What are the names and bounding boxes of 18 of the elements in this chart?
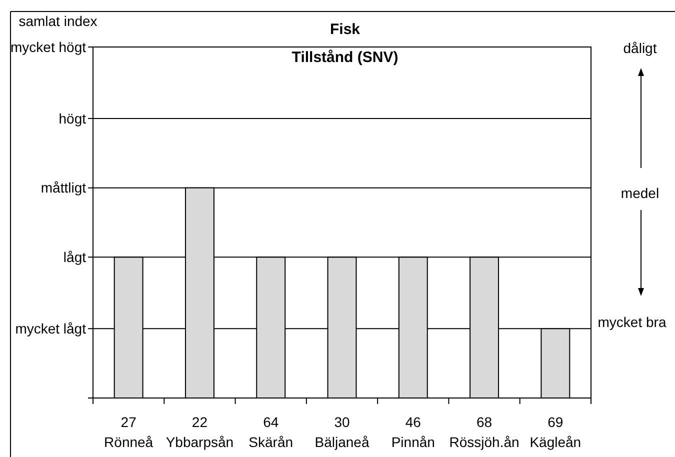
chart-subtitle: Tillstånd (SNV) [292,49,398,66]
x-tick-label: 46 Pinnån [391,414,435,450]
ref-line-label: mycket högt [10,38,86,55]
ref-line-label: måttligt [40,180,86,196]
ref-line-label: lågt [63,249,86,266]
x-tick-label: 64 Skärån [248,414,294,450]
ref-line-label: mycket lågt [15,320,86,337]
text: dåligt [623,40,657,56]
text: samlat index [18,12,98,29]
chart-title: Fisk [330,21,361,38]
x-tick-label: 30 Bäljaneå [314,414,370,450]
text: medel [620,184,660,201]
x-tick-label: 68 Rössjöh.ån [449,414,520,450]
ref-line-label: högt [58,110,86,126]
x-tick-label: 69 Kägleån [530,414,582,450]
text: mycket bra [598,314,666,330]
x-tick-label: 27 Rönneå [104,414,154,450]
x-tick-label: 22 Ybbarpsån [166,414,234,450]
